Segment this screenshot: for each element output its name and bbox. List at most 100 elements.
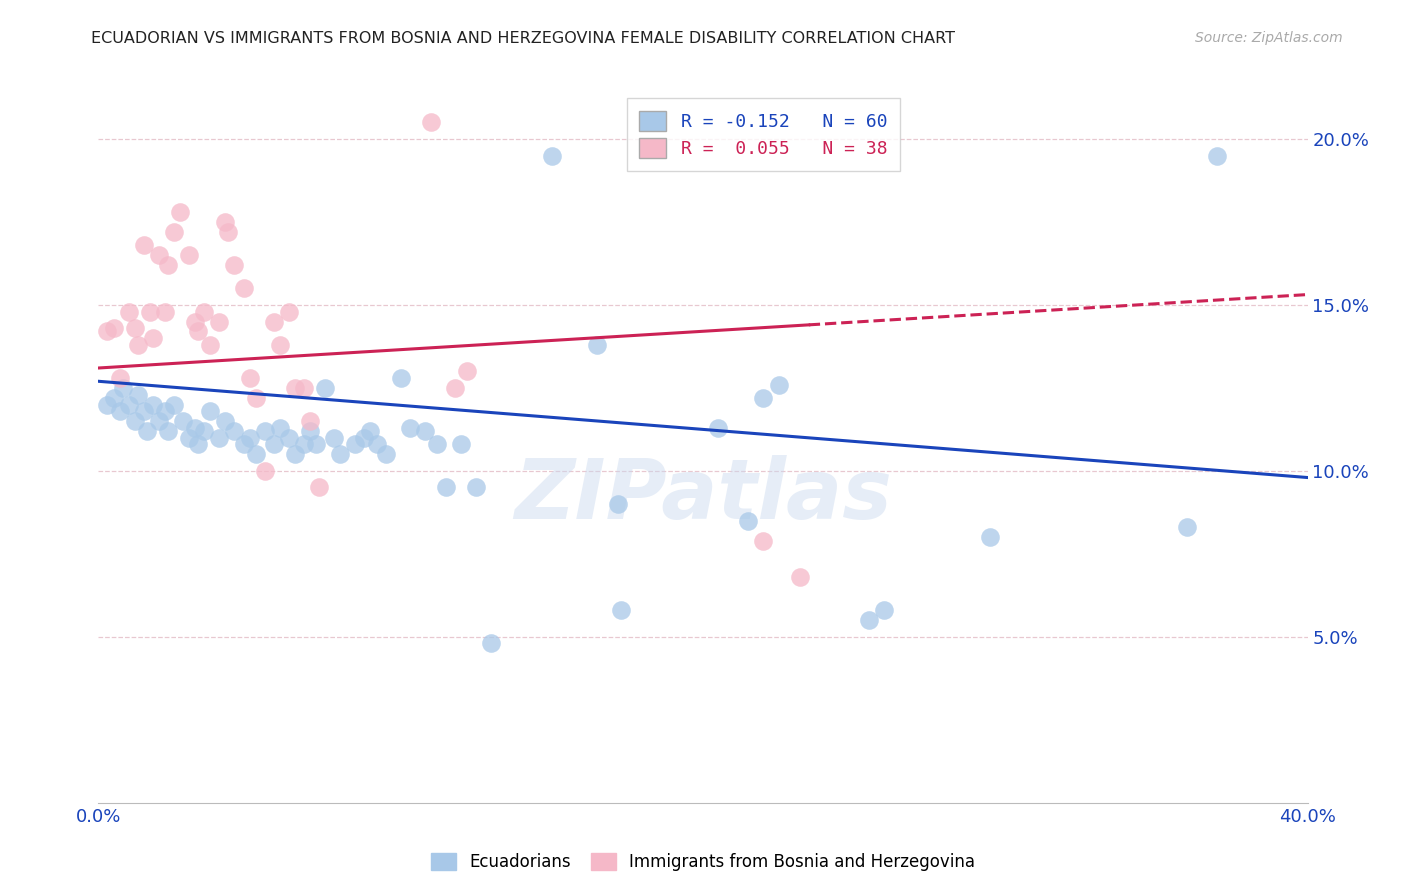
Point xyxy=(434,481,457,495)
Point xyxy=(481,636,503,650)
Point xyxy=(752,533,775,548)
Point xyxy=(284,381,307,395)
Point xyxy=(353,431,375,445)
Point xyxy=(214,414,236,428)
Point xyxy=(118,397,141,411)
Point xyxy=(179,431,201,445)
Point xyxy=(103,321,125,335)
Point xyxy=(768,377,790,392)
Point xyxy=(127,387,149,401)
Point xyxy=(263,437,285,451)
Point xyxy=(108,404,131,418)
Point xyxy=(135,424,157,438)
Point xyxy=(208,314,231,328)
Point xyxy=(103,391,125,405)
Point xyxy=(586,338,609,352)
Point xyxy=(245,447,267,461)
Point xyxy=(187,325,209,339)
Point xyxy=(127,338,149,352)
Text: ZIPatlas: ZIPatlas xyxy=(515,456,891,536)
Point xyxy=(239,371,262,385)
Point xyxy=(610,603,633,617)
Point xyxy=(444,381,467,395)
Point xyxy=(153,404,176,418)
Point xyxy=(398,421,420,435)
Point xyxy=(132,238,155,252)
Point xyxy=(124,321,146,335)
Point xyxy=(142,331,165,345)
Point xyxy=(156,424,179,438)
Point xyxy=(172,414,194,428)
Point xyxy=(366,437,388,451)
Point xyxy=(389,371,412,385)
Point xyxy=(269,338,291,352)
Point xyxy=(163,225,186,239)
Point xyxy=(420,115,443,129)
Point xyxy=(200,338,222,352)
Point xyxy=(108,371,131,385)
Point xyxy=(111,381,134,395)
Point xyxy=(169,205,191,219)
Point xyxy=(277,431,299,445)
Point xyxy=(239,431,262,445)
Point xyxy=(979,530,1001,544)
Point xyxy=(179,248,201,262)
Point xyxy=(96,325,118,339)
Text: ECUADORIAN VS IMMIGRANTS FROM BOSNIA AND HERZEGOVINA FEMALE DISABILITY CORRELATI: ECUADORIAN VS IMMIGRANTS FROM BOSNIA AND… xyxy=(91,31,956,46)
Point xyxy=(607,497,630,511)
Point xyxy=(163,397,186,411)
Point xyxy=(292,381,315,395)
Point xyxy=(232,281,254,295)
Point xyxy=(299,424,322,438)
Legend: Ecuadorians, Immigrants from Bosnia and Herzegovina: Ecuadorians, Immigrants from Bosnia and … xyxy=(423,845,983,880)
Point xyxy=(184,314,207,328)
Point xyxy=(737,514,759,528)
Point xyxy=(193,424,215,438)
Point xyxy=(360,424,382,438)
Point xyxy=(413,424,436,438)
Legend: R = -0.152   N = 60, R =  0.055   N = 38: R = -0.152 N = 60, R = 0.055 N = 38 xyxy=(627,98,900,170)
Point xyxy=(329,447,352,461)
Point xyxy=(253,424,276,438)
Point xyxy=(217,225,239,239)
Point xyxy=(139,304,162,318)
Point xyxy=(1175,520,1198,534)
Text: Source: ZipAtlas.com: Source: ZipAtlas.com xyxy=(1195,31,1343,45)
Point xyxy=(187,437,209,451)
Point xyxy=(263,314,285,328)
Point xyxy=(200,404,222,418)
Point xyxy=(465,481,488,495)
Point xyxy=(873,603,896,617)
Point xyxy=(540,148,562,162)
Point xyxy=(752,391,775,405)
Point xyxy=(153,304,176,318)
Point xyxy=(156,258,179,272)
Point xyxy=(450,437,472,451)
Point xyxy=(1206,148,1229,162)
Point xyxy=(858,613,880,627)
Point xyxy=(224,424,246,438)
Point xyxy=(132,404,155,418)
Point xyxy=(245,391,267,405)
Point xyxy=(456,364,478,378)
Point xyxy=(214,215,236,229)
Point xyxy=(253,464,276,478)
Point xyxy=(707,421,730,435)
Point xyxy=(323,431,346,445)
Point xyxy=(789,570,811,584)
Point xyxy=(232,437,254,451)
Point xyxy=(305,437,328,451)
Point xyxy=(308,481,330,495)
Point xyxy=(96,397,118,411)
Point xyxy=(314,381,336,395)
Point xyxy=(224,258,246,272)
Point xyxy=(148,414,170,428)
Point xyxy=(426,437,449,451)
Point xyxy=(118,304,141,318)
Point xyxy=(142,397,165,411)
Point xyxy=(184,421,207,435)
Point xyxy=(193,304,215,318)
Point xyxy=(344,437,367,451)
Point xyxy=(208,431,231,445)
Point xyxy=(269,421,291,435)
